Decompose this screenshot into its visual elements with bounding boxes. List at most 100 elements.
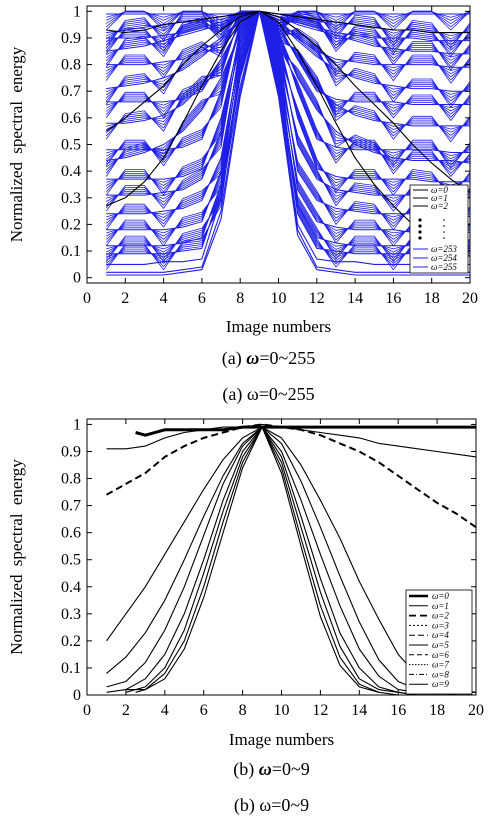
y-tick-label: 0.1 bbox=[61, 660, 81, 677]
series-line-band-2-1 bbox=[106, 10, 471, 71]
series-line-band-13-5 bbox=[105, 10, 471, 271]
figure-caption-repeat: (b) ω=0~9 bbox=[234, 795, 309, 816]
y-axis-label: Normalized spectral energy bbox=[7, 46, 26, 242]
x-tick-label: 20 bbox=[468, 702, 484, 719]
x-tick-label: 4 bbox=[160, 290, 168, 307]
series-line-9 bbox=[135, 426, 379, 693]
series-line-band-15-5 bbox=[105, 10, 471, 57]
x-tick-label: 6 bbox=[198, 290, 206, 307]
figure-caption-repeat: (a) ω=0~255 bbox=[222, 384, 314, 405]
x-tick-label: 18 bbox=[429, 702, 445, 719]
series-line-7 bbox=[125, 426, 418, 696]
legend-label: ω=5 bbox=[432, 640, 449, 650]
y-tick-label: 0.9 bbox=[61, 443, 81, 460]
y-tick-label: 0.2 bbox=[61, 633, 81, 650]
y-axis: 0 0.1 0.2 0.3 0.4 0.5 0.6 0.7 0.8 0.9 1 bbox=[61, 3, 470, 287]
legend-ellipsis-dot bbox=[443, 231, 445, 233]
legend-label: ω=9 bbox=[432, 679, 449, 689]
x-tick-label: 8 bbox=[236, 290, 244, 307]
series-line-0 bbox=[135, 425, 476, 437]
series-line-band-11-5 bbox=[105, 10, 471, 249]
series-line-2 bbox=[105, 10, 471, 257]
y-tick-label: 0.5 bbox=[61, 552, 81, 569]
figure-caption: (a) ω=0~255 bbox=[222, 348, 315, 369]
series-line-band-9-5 bbox=[105, 10, 471, 215]
y-tick-label: 0.3 bbox=[61, 606, 81, 623]
legend-label: ω=0 bbox=[432, 591, 449, 601]
series-line-band-3-5 bbox=[105, 10, 471, 108]
x-axis-label: Image numbers bbox=[226, 317, 331, 336]
plot-area bbox=[87, 6, 471, 283]
x-tick-label: 0 bbox=[83, 702, 91, 719]
y-axis: 0 0.1 0.2 0.3 0.4 0.5 0.6 0.7 0.8 0.9 1 bbox=[61, 416, 476, 704]
series-line-2 bbox=[106, 423, 477, 529]
legend-label: ω=4 bbox=[432, 630, 449, 640]
series-line-band-5-5 bbox=[105, 10, 471, 143]
legend-label: ω=254 bbox=[431, 253, 457, 263]
x-tick-label: 4 bbox=[161, 702, 169, 719]
series-line-band-15-2 bbox=[106, 10, 471, 48]
y-tick-label: 0.7 bbox=[61, 83, 81, 100]
series-line-band-12-5 bbox=[105, 10, 471, 265]
x-tick-label: 14 bbox=[347, 290, 363, 307]
legend-label: ω=1 bbox=[431, 193, 448, 203]
legend-ellipsis-dot bbox=[418, 218, 422, 222]
y-tick-label: 0 bbox=[73, 687, 81, 704]
legend-label: ω=7 bbox=[432, 660, 449, 670]
y-tick-label: 0.9 bbox=[61, 30, 81, 47]
y-tick-label: 0.3 bbox=[61, 190, 81, 207]
x-tick-label: 16 bbox=[385, 290, 401, 307]
series-line-band-3-3 bbox=[105, 10, 471, 102]
y-axis-label: Normalized spectral energy bbox=[7, 459, 26, 655]
x-tick-label: 2 bbox=[122, 702, 130, 719]
series-line-band-6-5 bbox=[105, 10, 471, 169]
legend-label: ω=8 bbox=[432, 669, 449, 679]
x-tick-label: 10 bbox=[271, 290, 287, 307]
series-line-band-2-2 bbox=[106, 10, 471, 75]
y-tick-label: 0.6 bbox=[61, 525, 81, 542]
x-axis: 0 2 4 6 8 10 12 14 16 18 20 bbox=[83, 6, 478, 307]
x-tick-label: 12 bbox=[309, 290, 325, 307]
legend-ellipsis-dot bbox=[443, 219, 445, 221]
x-tick-label: 18 bbox=[424, 290, 440, 307]
legend-ellipsis-dot bbox=[443, 225, 445, 227]
x-tick-label: 2 bbox=[121, 290, 129, 307]
series-line-band-14-3 bbox=[105, 10, 471, 25]
series-line-band-5-2 bbox=[106, 10, 471, 133]
chart-a: 00.10.20.30.40.50.60.70.80.910 2 4 6 8 10 12 14… bbox=[7, 3, 478, 405]
figure-caption: (b) ω=0~9 bbox=[233, 759, 309, 780]
series-line-band-3-4 bbox=[105, 10, 471, 105]
x-tick-label: 0 bbox=[83, 290, 91, 307]
x-tick-label: 10 bbox=[274, 702, 290, 719]
x-tick-label: 14 bbox=[351, 702, 367, 719]
series-line-band-5-4 bbox=[105, 10, 471, 140]
y-tick-label: 1 bbox=[73, 3, 81, 20]
y-tick-label: 0.4 bbox=[61, 163, 81, 180]
legend-label: ω=2 bbox=[431, 201, 448, 211]
x-tick-label: 6 bbox=[200, 702, 208, 719]
series-line-3 bbox=[106, 10, 470, 265]
series-group bbox=[105, 10, 471, 276]
series-line-4 bbox=[106, 10, 470, 273]
y-tick-label: 0.6 bbox=[61, 110, 81, 127]
chart-b: 00.10.20.30.40.50.60.70.80.910 2 4 6 8 10 12 14… bbox=[7, 416, 484, 816]
y-tick-label: 0 bbox=[73, 270, 81, 287]
y-tick-label: 0.5 bbox=[61, 137, 81, 154]
x-tick-label: 20 bbox=[462, 290, 478, 307]
x-axis-label: Image numbers bbox=[229, 730, 334, 749]
series-line-band-3 bbox=[106, 10, 470, 92]
y-tick-label: 0.8 bbox=[61, 57, 81, 74]
series-line-band-15-4 bbox=[105, 10, 471, 54]
legend-label: ω=6 bbox=[432, 650, 449, 660]
legend: ω=0ω=1ω=2ω=3ω=4ω=5ω=6ω=7ω=8ω=9 bbox=[405, 589, 473, 695]
legend-ellipsis-dot bbox=[443, 237, 445, 239]
y-tick-label: 0.4 bbox=[61, 579, 81, 596]
legend-ellipsis-dot bbox=[418, 224, 422, 228]
legend-ellipsis-dot bbox=[418, 230, 422, 234]
series-line-band-3-2 bbox=[105, 10, 471, 98]
series-line-band-5-3 bbox=[105, 10, 471, 136]
y-tick-label: 0.8 bbox=[61, 471, 81, 488]
series-line-band-7-5 bbox=[105, 10, 471, 177]
y-tick-label: 1 bbox=[73, 416, 81, 433]
